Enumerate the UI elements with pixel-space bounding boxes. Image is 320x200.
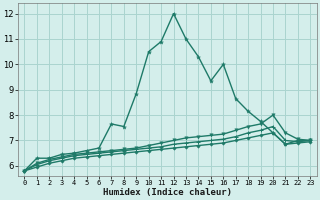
X-axis label: Humidex (Indice chaleur): Humidex (Indice chaleur) [103, 188, 232, 197]
